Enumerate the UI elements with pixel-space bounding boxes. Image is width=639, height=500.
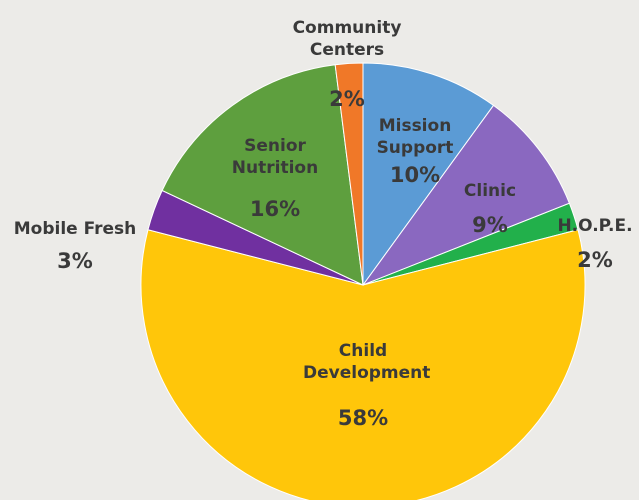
- value-label: 2%: [329, 87, 365, 111]
- slice-label: Mission Support: [376, 116, 454, 159]
- pie-slice: [334, 62, 364, 286]
- value-label: 2%: [577, 248, 613, 272]
- slice-label: Clinic: [463, 181, 517, 201]
- slice-label: Mobile Fresh: [13, 219, 137, 239]
- pie-slice: [362, 62, 495, 287]
- slice-label: Senior Nutrition: [231, 136, 319, 179]
- slice-label: H.O.P.E.: [557, 216, 633, 236]
- pie-slice: [140, 229, 586, 500]
- value-label: 3%: [57, 249, 93, 273]
- slice-label: Child Development: [303, 341, 431, 384]
- value-label: 10%: [389, 163, 441, 187]
- value-label: 58%: [337, 406, 389, 430]
- pie-slice: [161, 64, 364, 286]
- pie-slice: [361, 104, 571, 287]
- value-label: 9%: [472, 213, 508, 237]
- value-label: 16%: [249, 197, 301, 221]
- slice-label: Community Centers: [292, 18, 402, 61]
